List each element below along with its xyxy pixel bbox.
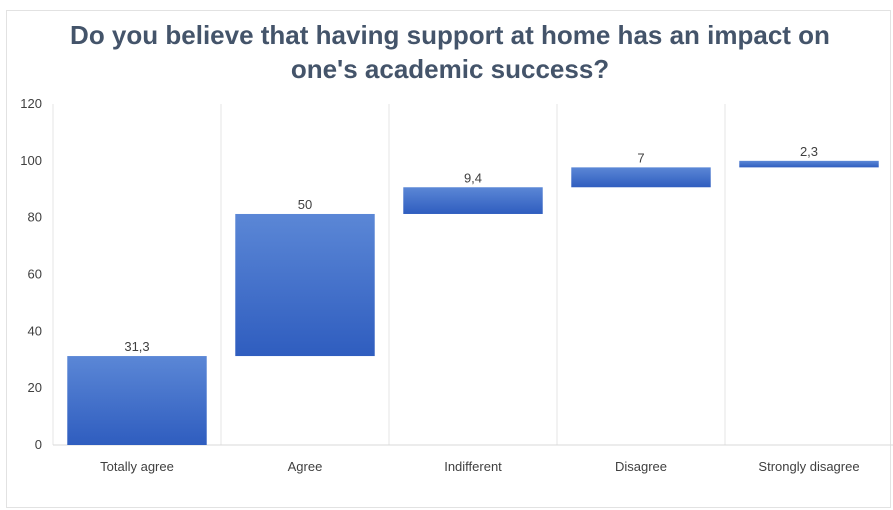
data-label: 31,3 (124, 339, 149, 354)
bar (571, 167, 711, 188)
chart-title: Do you believe that having support at ho… (70, 20, 830, 84)
bar (67, 356, 207, 445)
y-tick-label: 100 (20, 153, 42, 168)
category-label: Strongly disagree (758, 459, 859, 474)
data-label: 2,3 (800, 144, 818, 159)
bar (403, 187, 543, 214)
category-label: Disagree (615, 459, 667, 474)
y-tick-label: 80 (28, 210, 42, 225)
category-label: Indifferent (444, 459, 502, 474)
data-label: 9,4 (464, 170, 482, 185)
y-tick-label: 0 (35, 437, 42, 452)
category-label: Agree (288, 459, 323, 474)
bar (235, 213, 375, 357)
bar (739, 160, 879, 168)
y-tick-label: 60 (28, 267, 42, 282)
y-tick-label: 40 (28, 323, 42, 338)
data-label: 50 (298, 197, 312, 212)
y-tick-label: 20 (28, 380, 42, 395)
data-label: 7 (637, 150, 644, 165)
y-tick-label: 120 (20, 96, 42, 111)
category-label: Totally agree (100, 459, 174, 474)
